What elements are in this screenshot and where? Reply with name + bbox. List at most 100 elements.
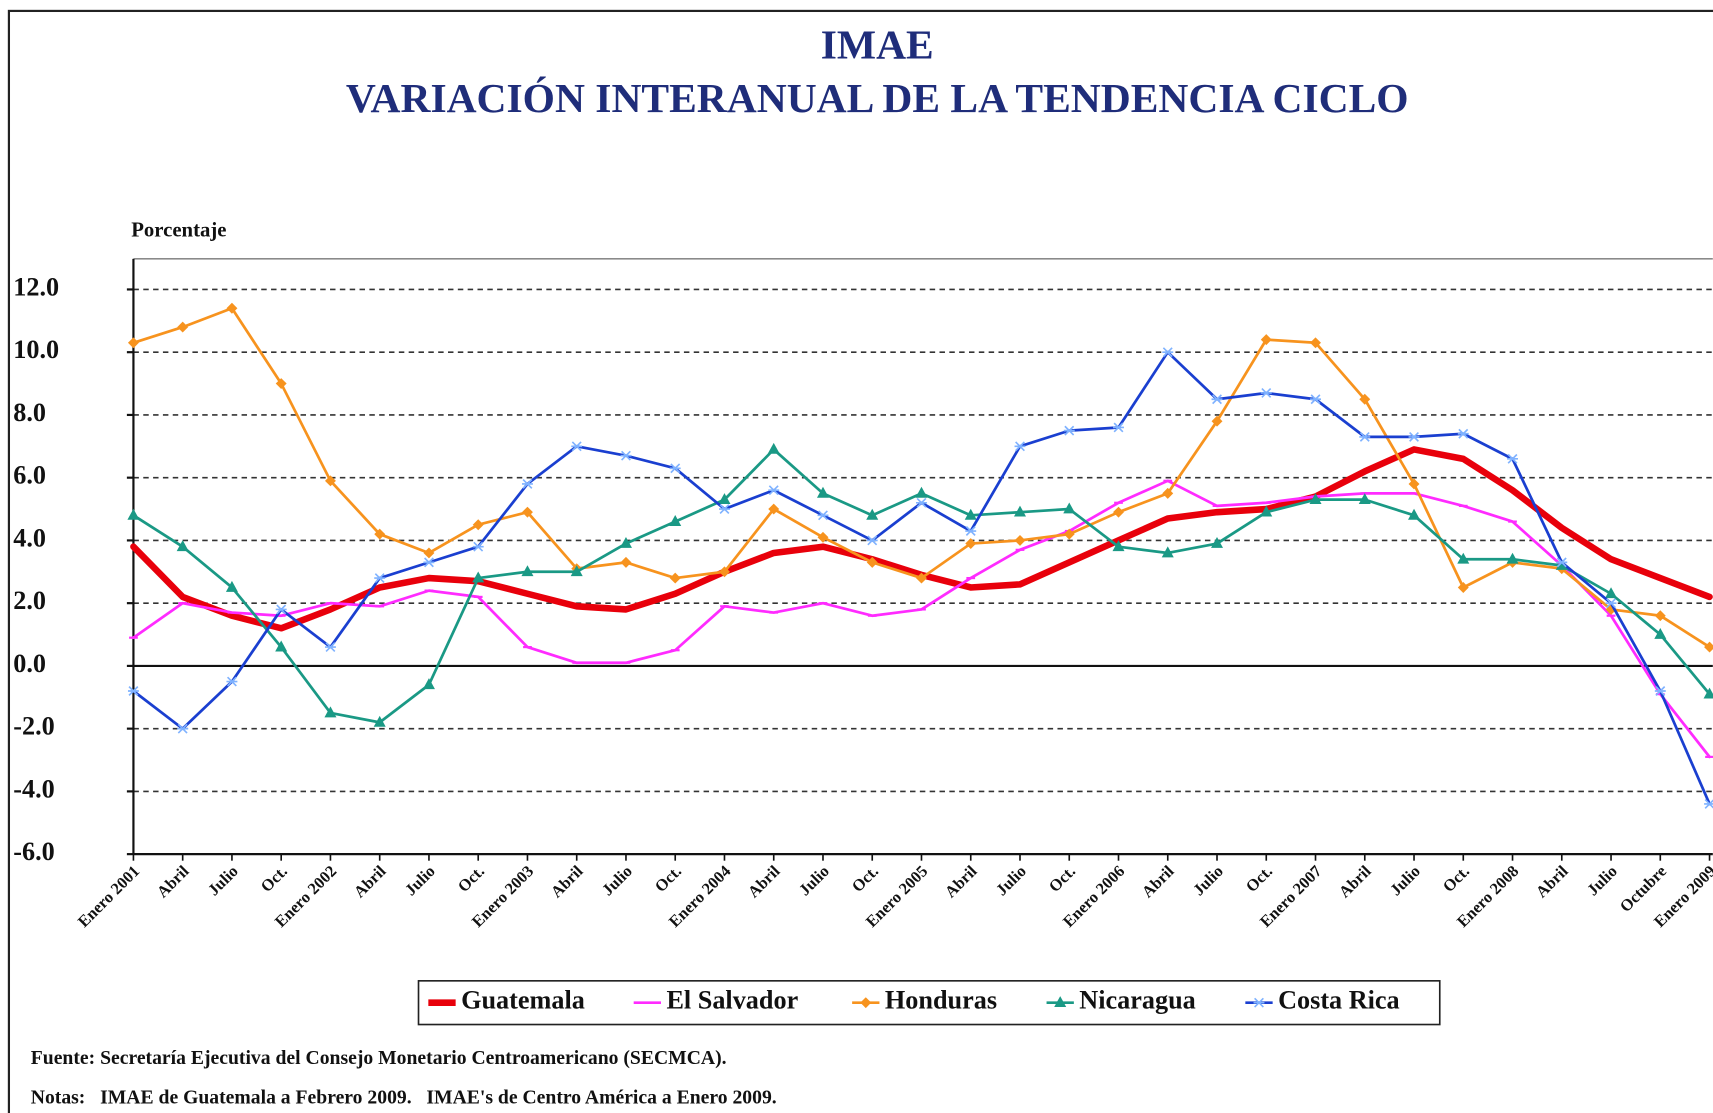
marker [1113,422,1124,433]
marker [1654,686,1666,696]
notes: Notas: IMAE de Guatemala a Febrero 2009.… [31,1086,777,1108]
marker [275,378,287,390]
marker [1063,425,1075,436]
marker [1253,997,1265,1008]
marker [1211,537,1224,548]
marker [669,515,682,526]
marker [226,676,238,687]
marker [1703,687,1713,699]
legend-label: El Salvador [666,986,798,1015]
marker [1260,388,1272,398]
marker [1704,641,1713,653]
marker [472,519,484,531]
marker [373,715,386,727]
marker [1457,428,1469,439]
y-tick-label: 8.0 [13,398,46,427]
marker [1161,546,1174,558]
y-tick-label: -2.0 [13,712,54,741]
marker [1162,487,1174,499]
marker [619,537,632,548]
y-tick-label: 12.0 [13,272,59,301]
legend-label: Costa Rica [1278,986,1400,1015]
marker [472,571,485,583]
y-tick-label: 2.0 [13,586,46,615]
marker [1054,996,1067,1008]
marker [225,580,238,592]
legend-label: Honduras [885,986,997,1015]
marker [1408,478,1420,490]
marker [1162,347,1174,358]
marker [1014,441,1026,452]
marker [1654,627,1667,639]
marker [1605,598,1617,609]
marker [1260,505,1273,517]
y-tick-label: 6.0 [13,461,46,490]
marker [422,678,435,690]
marker [768,503,780,515]
marker [767,442,780,454]
frame [7,9,1713,1113]
marker [226,302,238,314]
marker [275,604,287,615]
legend-label: Nicaragua [1079,986,1195,1015]
marker [1309,493,1322,505]
marker [275,640,288,652]
marker [521,479,533,489]
marker [1310,394,1321,405]
marker [423,557,435,568]
marker [1556,557,1568,568]
marker [1605,587,1618,599]
marker [324,706,337,718]
marker [964,508,977,520]
marker [1359,431,1371,442]
marker [127,508,140,520]
marker [127,686,139,696]
marker [1359,393,1371,405]
marker [1507,453,1518,464]
marker [1408,508,1421,520]
marker [472,541,484,552]
marker [521,565,534,577]
marker [1112,540,1125,552]
marker [1013,505,1027,517]
marker [177,321,189,333]
marker [816,486,829,498]
y-tick-label: -4.0 [13,774,54,803]
chart-subtitle: VARIACIÓN INTERANUAL DE LA TENDENCIA CIC… [346,75,1409,121]
marker [866,535,878,546]
y-tick-label: 0.0 [13,649,46,678]
marker [176,540,189,552]
marker [324,642,336,653]
legend-label: Guatemala [461,986,585,1015]
marker [374,573,386,584]
marker [1704,798,1713,809]
y-axis-label: Porcentaje [131,219,226,241]
chart-title: IMAE [821,22,934,68]
marker [719,504,730,514]
marker [1408,431,1420,442]
marker [965,526,977,536]
marker [915,486,928,498]
marker [817,510,829,521]
marker [718,493,731,505]
marker [866,508,879,520]
source: Fuente: Secretaría Ejecutiva del Consejo… [31,1047,727,1069]
marker [571,441,583,452]
y-tick-label: -6.0 [13,837,54,866]
marker [423,547,435,559]
marker [324,475,336,487]
marker [1457,552,1470,564]
marker [1457,582,1469,593]
y-tick-label: 10.0 [13,335,59,364]
marker [1358,493,1371,505]
marker [177,723,189,734]
marker [768,485,780,496]
marker [1211,394,1223,405]
marker [1506,552,1519,564]
marker [620,450,632,461]
marker [817,531,829,543]
marker [669,572,681,584]
marker [1310,337,1321,349]
y-tick-label: 4.0 [13,523,46,552]
